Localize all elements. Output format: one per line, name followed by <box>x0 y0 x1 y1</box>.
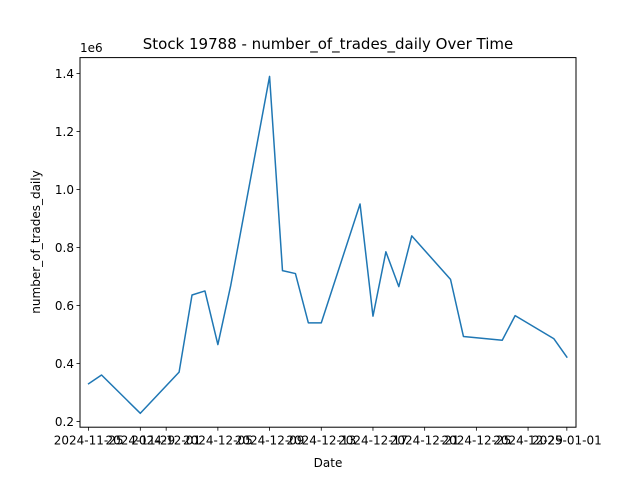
series-line <box>87 75 568 415</box>
plot-area-frame <box>79 57 577 428</box>
x-tick-label: 2024-11-29 <box>105 434 175 448</box>
x-axis-label: Date <box>314 456 343 470</box>
x-axis-ticks: 2024-11-252024-11-292024-12-012024-12-05… <box>54 427 602 448</box>
chart-title: Stock 19788 - number_of_trades_daily Ove… <box>143 35 514 54</box>
y-tick-label: 0.8 <box>55 241 74 255</box>
y-tick-label: 1.0 <box>55 183 74 197</box>
y-tick-label: 1.4 <box>55 67 74 81</box>
x-tick-label: 2024-12-05 <box>183 434 253 448</box>
series-group <box>87 75 568 415</box>
x-tick-label: 2025-01-01 <box>532 434 602 448</box>
y-axis-offset-label: 1e6 <box>80 41 103 55</box>
y-tick-label: 0.2 <box>55 415 74 429</box>
x-tick-label: 2024-12-17 <box>338 434 408 448</box>
y-axis-ticks: 0.2 0.4 0.6 0.8 1.0 1.2 1.4 <box>55 67 80 429</box>
y-tick-label: 0.4 <box>55 357 74 371</box>
x-tick-label: 2024-12-25 <box>441 434 511 448</box>
y-axis-label: number_of_trades_daily <box>29 170 43 313</box>
x-tick-label: 2024-12-09 <box>235 434 305 448</box>
x-tick-label: 2024-11-25 <box>54 434 124 448</box>
x-tick-label: 2024-12-13 <box>286 434 356 448</box>
x-tick-label: 2024-12-29 <box>493 434 563 448</box>
y-tick-label: 1.2 <box>55 125 74 139</box>
y-tick-label: 0.6 <box>55 299 74 313</box>
x-tick-label: 2024-12-21 <box>390 434 460 448</box>
x-tick-label: 2024-12-01 <box>131 434 201 448</box>
